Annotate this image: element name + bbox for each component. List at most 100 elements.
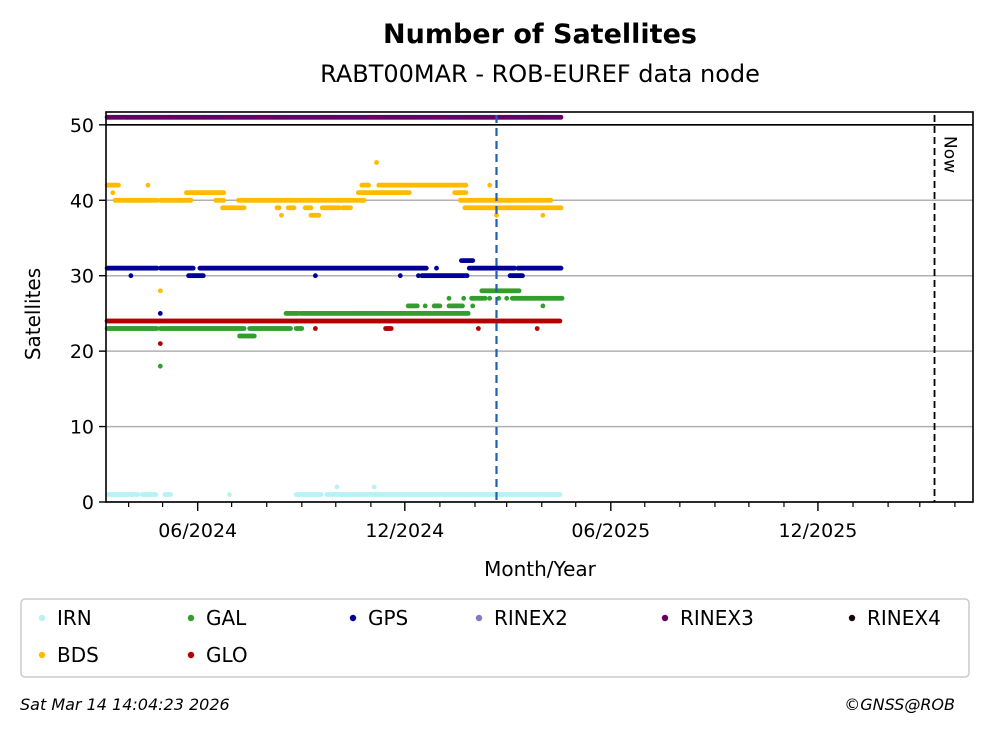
x-axis: 06/2024 12/2024 06/2025 12/2025 [128, 502, 956, 542]
data-point-gal [487, 295, 493, 301]
legend-label: IRN [57, 606, 92, 630]
legend-label: GAL [206, 606, 247, 630]
legend-box [20, 598, 970, 678]
data-point-bds [221, 197, 227, 203]
y-tick-label: 50 [70, 115, 94, 137]
data-point-gal [251, 333, 257, 339]
x-axis-label: Month/Year [484, 557, 597, 581]
footer-timestamp: Sat Mar 14 14:04:23 2026 [20, 695, 230, 714]
reference-lines [106, 115, 973, 502]
data-point-gps [558, 265, 564, 271]
legend-marker [187, 614, 195, 622]
data-point-glo [313, 326, 318, 331]
data-point-bds [366, 182, 371, 188]
data-point-irn [334, 484, 340, 490]
data-point-gps [434, 265, 439, 271]
data-point-bds [157, 288, 163, 294]
data-point-gal [288, 326, 293, 331]
data-point-gal [154, 326, 160, 331]
data-point-gps [313, 273, 318, 279]
y-tick-label: 40 [70, 190, 94, 212]
legend-label: BDS [57, 643, 99, 667]
legend-item-glo: GLO [187, 643, 248, 667]
legend-marker [38, 614, 46, 622]
data-points [104, 114, 565, 497]
data-point-gal [504, 295, 510, 301]
data-point-gal [470, 303, 476, 309]
data-point-bds [487, 182, 493, 188]
data-point-bds [110, 190, 116, 196]
legend: IRN GAL GPS RINEX2 RINEX3 RINEX4 BDS GLO [38, 606, 941, 667]
now-label: Now [940, 136, 960, 173]
y-tick-label: 10 [70, 417, 94, 439]
data-point-bds [276, 205, 282, 211]
data-point-glo [157, 341, 163, 346]
series-gal [104, 288, 565, 369]
footer-copyright: ©GNSS@ROB [844, 695, 955, 714]
legend-label: RINEX4 [867, 606, 941, 630]
x-tick-label: 06/2025 [571, 520, 650, 542]
legend-item-bds: BDS [38, 643, 99, 667]
data-point-gal [422, 303, 428, 309]
data-point-bds [241, 205, 247, 211]
data-point-gal [414, 303, 420, 309]
series-glo [104, 318, 563, 346]
data-point-gal [482, 295, 488, 301]
data-point-bds [406, 190, 412, 196]
data-point-bds [361, 197, 367, 203]
data-point-gal [516, 288, 522, 294]
data-point-gal [446, 295, 452, 301]
data-point-rinex3 [558, 114, 564, 120]
data-point-gps [157, 311, 163, 316]
data-point-bds [494, 212, 499, 218]
data-point-bds [154, 197, 160, 203]
data-point-bds [540, 212, 546, 218]
legend-item-irn: IRN [38, 606, 92, 630]
data-point-glo [534, 326, 540, 331]
data-point-bds [463, 190, 469, 196]
x-tick-label: 12/2025 [778, 520, 857, 542]
legend-marker [187, 651, 195, 659]
x-tick-label: 06/2024 [158, 520, 237, 542]
data-point-bds [279, 212, 284, 218]
series-rinex3 [104, 114, 564, 120]
y-tick-label: 0 [82, 492, 94, 514]
data-point-gal [465, 311, 471, 316]
data-point-gal [496, 295, 502, 301]
x-tick-label: 12/2024 [365, 520, 444, 542]
plot-frame [105, 111, 974, 503]
data-point-bds [548, 197, 554, 203]
legend-label: GLO [206, 643, 248, 667]
data-point-gps [423, 265, 429, 271]
legend-item-gal: GAL [187, 606, 247, 630]
series-bds [104, 160, 564, 294]
legend-item-gps: GPS [349, 606, 408, 630]
y-tick-label: 30 [70, 266, 94, 288]
data-point-bds [463, 182, 469, 188]
data-point-bds [308, 205, 314, 211]
data-point-gal [241, 326, 247, 331]
data-point-gal [437, 303, 443, 309]
data-point-gps [397, 273, 403, 279]
data-point-gps [512, 265, 517, 271]
legend-item-rinex3: RINEX3 [661, 606, 754, 630]
legend-item-rinex4: RINEX4 [848, 606, 941, 630]
data-point-irn [153, 492, 159, 497]
data-point-bds [558, 205, 564, 211]
series-gps [104, 258, 564, 316]
data-point-irn [227, 492, 232, 497]
data-point-gal [157, 363, 163, 369]
legend-marker [38, 651, 46, 659]
data-point-irn [168, 492, 173, 497]
data-point-gal [559, 295, 565, 301]
data-point-bds [374, 160, 379, 165]
data-point-bds [336, 205, 342, 211]
y-axis-label: Satellites [21, 268, 45, 360]
legend-marker [349, 614, 357, 622]
data-point-gps [190, 265, 196, 271]
legend-label: RINEX2 [494, 606, 568, 630]
data-point-gps [200, 273, 206, 279]
legend-label: GPS [368, 606, 408, 630]
data-point-irn [135, 492, 141, 497]
